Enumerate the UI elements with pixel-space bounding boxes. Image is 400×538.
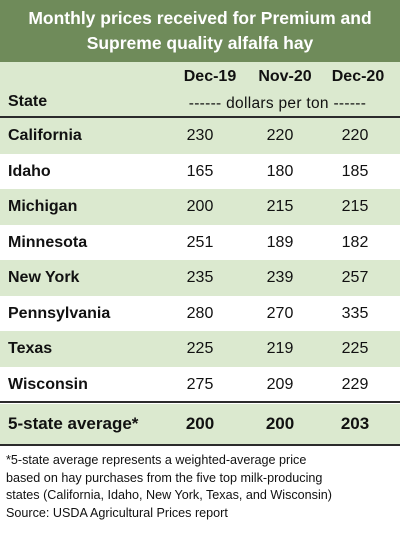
footnote-line-1: *5-state average represents a weighted-a…	[6, 453, 307, 467]
average-label: 5-state average*	[8, 414, 139, 433]
price-value: 275	[186, 375, 214, 393]
price-value: 200	[186, 198, 214, 215]
price-value: 220	[341, 127, 369, 144]
table-row: Wisconsin 275 209 229	[0, 367, 400, 403]
price-value: 165	[186, 162, 214, 180]
source-line: Source: USDA Agricultural Prices report	[6, 505, 228, 520]
price-value: 209	[266, 375, 294, 393]
price-value: 215	[266, 198, 294, 215]
price-value: 251	[186, 233, 214, 251]
footnote-line-2: based on hay purchases from the five top…	[6, 470, 323, 485]
price-value: 280	[186, 304, 214, 322]
price-value: 257	[341, 269, 369, 286]
price-value: 189	[266, 233, 294, 251]
footnote-line-3: states (California, Idaho, New York, Tex…	[6, 488, 332, 502]
price-value: 180	[266, 162, 294, 180]
price-value: 225	[341, 340, 369, 357]
price-value: 185	[341, 162, 369, 180]
price-value: 270	[266, 304, 294, 322]
state-name: Michigan	[8, 198, 78, 215]
footnote: *5-state average represents a weighted-a…	[6, 452, 396, 522]
table-row: New York 235 239 257	[0, 260, 400, 296]
state-name: Minnesota	[8, 233, 88, 251]
table-row: California 230 220 220	[0, 118, 400, 154]
state-name: New York	[8, 269, 80, 286]
row-header-state: State	[8, 93, 48, 110]
average-value-dec-20: 203	[340, 414, 370, 433]
state-name: Idaho	[8, 162, 51, 180]
price-value: 239	[266, 269, 294, 286]
state-name: Wisconsin	[8, 375, 88, 393]
price-value: 229	[341, 375, 369, 393]
column-header-dec-20: Dec-20	[331, 68, 385, 85]
average-value-nov-20: 200	[265, 414, 295, 433]
state-name: Pennsylvania	[8, 304, 111, 322]
state-name: Texas	[8, 340, 53, 357]
table-header	[0, 62, 400, 118]
price-value: 335	[341, 304, 369, 322]
price-value: 225	[186, 340, 214, 357]
price-value: 215	[341, 198, 369, 215]
price-value: 220	[266, 127, 294, 144]
table-row: Texas 225 219 225	[0, 331, 400, 367]
column-header-dec-19: Dec-19	[183, 68, 237, 85]
price-value: 182	[341, 233, 369, 251]
table-title: Monthly prices received for Premium and …	[0, 0, 400, 62]
header-rule	[0, 116, 400, 118]
average-top-rule	[0, 401, 400, 403]
state-name: California	[8, 127, 82, 144]
price-value: 235	[186, 269, 214, 286]
average-value-dec-19: 200	[185, 414, 215, 433]
title-line-1: Monthly prices received for Premium and	[28, 8, 372, 28]
average-bottom-rule	[0, 444, 400, 446]
units-label: ------ dollars per ton ------	[188, 95, 367, 112]
average-row: 5-state average* 200 200 203	[0, 404, 400, 444]
table-row: Michigan 200 215 215	[0, 189, 400, 225]
price-value: 230	[186, 127, 214, 144]
table-row: Idaho 165 180 185	[0, 154, 400, 190]
title-line-2: Supreme quality alfalfa hay	[86, 33, 314, 53]
price-value: 219	[266, 340, 294, 357]
column-header-nov-20: Nov-20	[258, 68, 312, 85]
table-row: Minnesota 251 189 182	[0, 225, 400, 261]
table-row: Pennsylvania 280 270 335	[0, 296, 400, 332]
